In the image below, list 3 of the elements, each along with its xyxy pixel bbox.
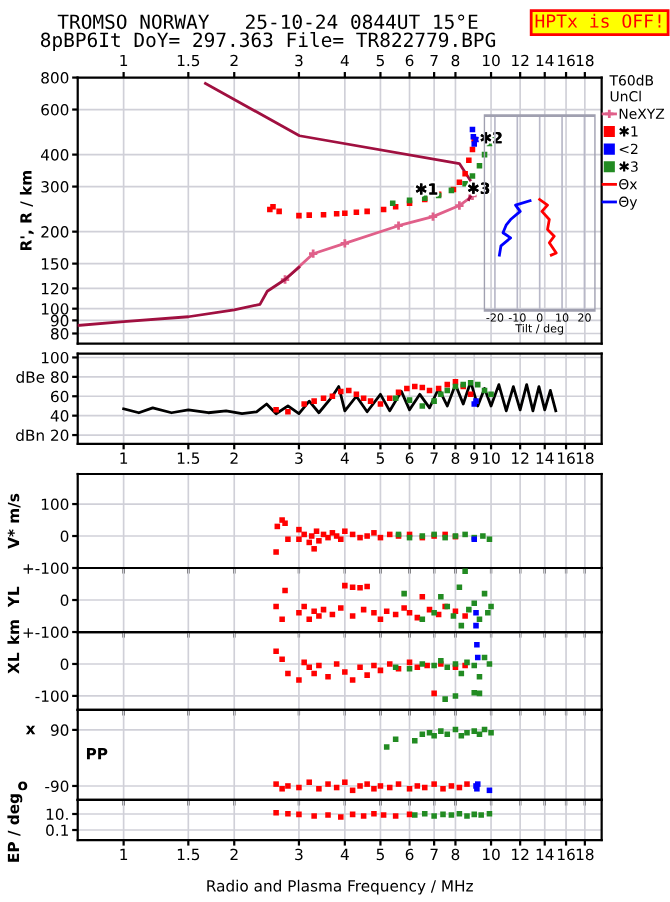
chart-title: TROMSO NORWAY 25-10-24 0844UT 15°E [57, 14, 478, 30]
text: HPTx is OFF! [535, 13, 661, 28]
chart-subtitle: 8pBP6It DoY= 297.363 File= TR822779.BPG [40, 32, 496, 51]
